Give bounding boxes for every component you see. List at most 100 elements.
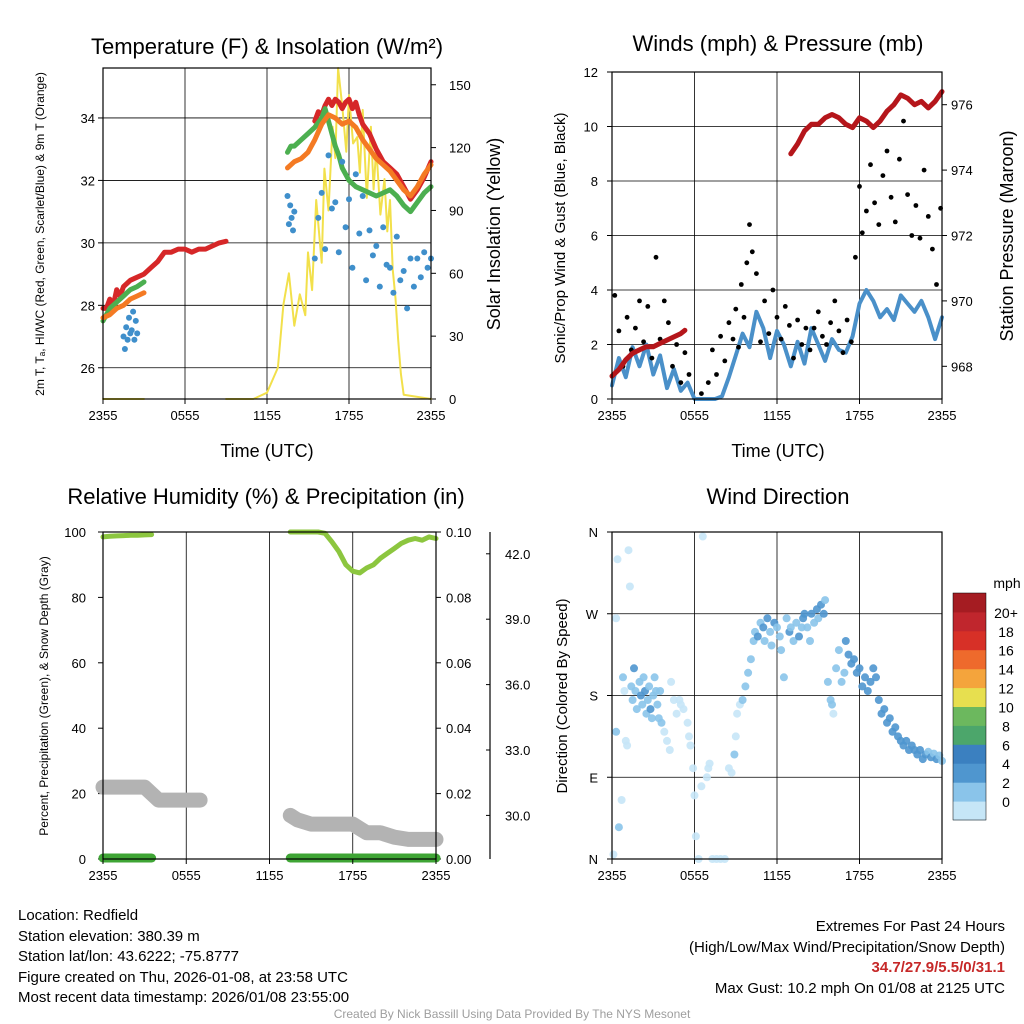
direction-point xyxy=(746,655,755,664)
wind-ytick-label: 4 xyxy=(591,283,598,298)
pressure-ytick-label: 976 xyxy=(951,98,973,113)
wind-chill-point xyxy=(287,202,294,209)
temp-ytick-label: 28 xyxy=(81,298,95,313)
wind-chill-point xyxy=(124,336,131,343)
wind-chill-point xyxy=(291,208,298,215)
temp-title: Temperature (F) & Insolation (W/m²) xyxy=(91,34,443,59)
direction-point xyxy=(885,714,894,723)
gust-point xyxy=(710,347,715,353)
direction-point xyxy=(829,709,838,718)
gust-point xyxy=(666,320,671,326)
direction-point xyxy=(646,705,655,714)
direction-ylabel: Direction (Colored By Speed) xyxy=(554,598,571,793)
wind-ytick-label: 6 xyxy=(591,229,598,244)
gust-point xyxy=(624,314,630,320)
gust-point xyxy=(738,282,744,287)
rh-line xyxy=(287,529,439,576)
wind-chill-point xyxy=(387,264,393,271)
rh-xtick-label: 1155 xyxy=(256,868,284,883)
colorbar-label: 12 xyxy=(998,681,1014,697)
colorbar-label: 10 xyxy=(998,699,1014,715)
colorbar-unit: mph xyxy=(993,575,1020,591)
gust-point xyxy=(909,233,915,238)
wind-chill-point xyxy=(393,233,400,240)
gust-point xyxy=(736,344,741,350)
extremes-description: (High/Low/Max Wind/Precipitation/Snow De… xyxy=(689,938,1005,956)
wind-chill-point xyxy=(120,333,127,340)
direction-xtick-label: 1755 xyxy=(845,868,874,883)
gust-point xyxy=(670,363,675,369)
direction-point xyxy=(620,687,629,695)
colorbar-label: 14 xyxy=(998,662,1014,678)
wind-ytick-label: 0 xyxy=(591,392,598,407)
gust-point xyxy=(868,162,873,168)
direction-point xyxy=(738,696,747,704)
direction-point xyxy=(643,696,652,704)
wind-chill-point xyxy=(126,314,132,321)
wind-chill-point xyxy=(400,268,407,274)
gust-point xyxy=(807,347,813,353)
direction-point xyxy=(639,673,648,682)
temp-xtick-label: 1155 xyxy=(253,408,281,423)
pressure-ytick-label: 974 xyxy=(951,163,973,178)
gust-point xyxy=(864,208,869,214)
gust-point xyxy=(744,260,750,266)
wind-chill-point xyxy=(311,255,318,262)
pressure-ytick-label: 970 xyxy=(951,294,973,309)
station-info: Location: Redfield Station elevation: 38… xyxy=(18,906,349,1009)
wind-xtick-label: 1155 xyxy=(763,408,791,423)
direction-point xyxy=(803,623,812,632)
wind-chill-point xyxy=(322,246,329,253)
rh-xtick-label: 2355 xyxy=(89,868,118,883)
direction-point xyxy=(837,677,846,686)
direction-point xyxy=(869,664,878,673)
colorbar-label: 8 xyxy=(1002,718,1010,734)
direction-point xyxy=(686,741,695,750)
direction-xtick-label: 2355 xyxy=(598,868,627,883)
gust-point xyxy=(787,323,792,328)
insolation-ytick-label: 0 xyxy=(449,392,456,407)
colorbar-swatch xyxy=(953,801,986,821)
gust-point xyxy=(714,372,719,377)
direction-point xyxy=(630,664,638,673)
wind-chill-point xyxy=(410,283,417,290)
direction-point xyxy=(850,655,858,664)
direction-point xyxy=(685,732,693,741)
pressure-ylabel: Station Pressure (Maroon) xyxy=(997,130,1017,341)
gust-point xyxy=(799,342,805,347)
temp-xlabel: Time (UTC) xyxy=(220,441,313,461)
gust-point xyxy=(795,317,800,323)
colorbar-swatch xyxy=(953,782,986,802)
wind-chill-point xyxy=(318,189,325,196)
insolation-ytick-label: 90 xyxy=(449,203,463,218)
direction-point xyxy=(672,709,681,718)
wind-chill-point xyxy=(342,224,349,231)
gust-point xyxy=(674,342,679,347)
rh-ylabel: Percent, Precipitation (Green), & Snow D… xyxy=(37,556,51,835)
rh-ytick-label: 80 xyxy=(72,590,86,605)
direction-point xyxy=(679,705,688,714)
direction-point xyxy=(821,596,830,605)
rh-ytick-label: 60 xyxy=(72,656,86,671)
wind-chill-point xyxy=(132,317,139,324)
gust-point xyxy=(828,320,833,326)
colorbar-label: 16 xyxy=(998,643,1014,659)
gust-point xyxy=(859,230,865,236)
direction-point xyxy=(819,609,828,618)
direction-point xyxy=(760,637,769,645)
wind-ytick-label: 8 xyxy=(591,174,598,189)
precip-ytick-label: 0.08 xyxy=(446,590,471,605)
direction-point xyxy=(663,736,671,745)
direction-point xyxy=(767,641,776,650)
insolation-ytick-label: 60 xyxy=(449,266,463,281)
direction-point xyxy=(702,773,711,782)
gust-point xyxy=(897,156,902,162)
gust-point xyxy=(832,298,838,304)
max-gust: Max Gust: 10.2 mph On 01/08 at 2125 UTC xyxy=(714,979,1005,997)
wind-chill-point xyxy=(131,336,138,343)
direction-point xyxy=(669,696,678,704)
direction-point xyxy=(690,791,699,800)
temp-ytick-label: 30 xyxy=(81,236,95,251)
direction-point xyxy=(705,759,714,768)
direction-point xyxy=(650,673,659,682)
